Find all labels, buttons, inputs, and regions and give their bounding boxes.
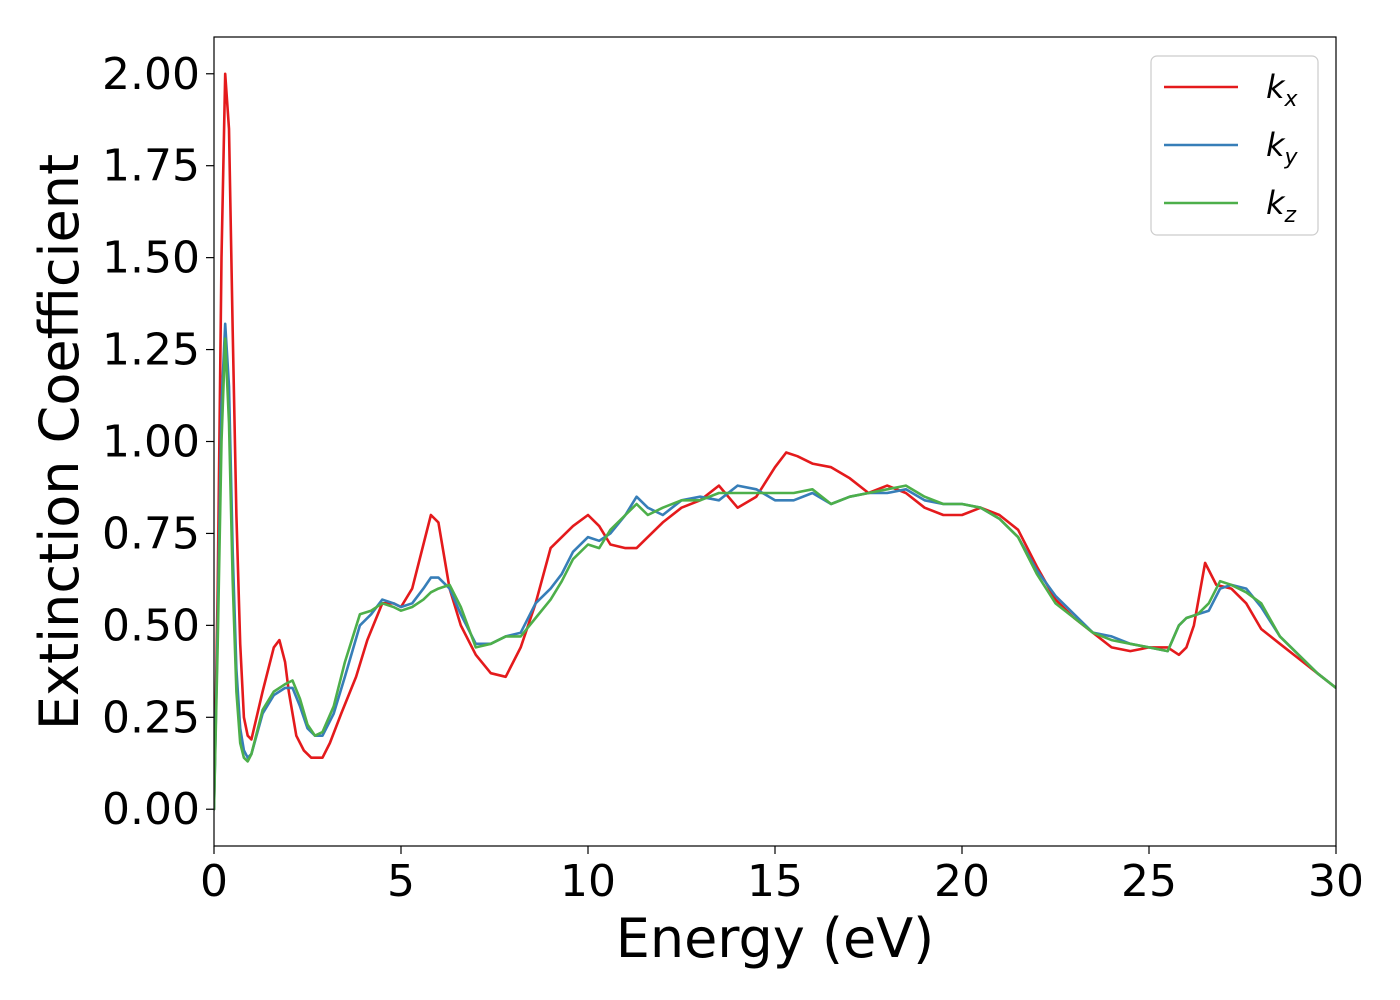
y-tick-label: 1.00: [102, 417, 200, 468]
y-tick-label: 1.75: [102, 141, 200, 192]
x-tick-label: 15: [747, 856, 803, 907]
x-tick-label: 0: [200, 856, 228, 907]
series-line-y: [214, 322, 1336, 811]
legend: kx ky kz: [1150, 55, 1319, 236]
x-axis-title: Energy (eV): [616, 907, 935, 970]
y-tick-label: 1.25: [102, 325, 200, 376]
series-line-x: [214, 72, 1336, 811]
legend-label-x: kx: [1266, 68, 1299, 112]
x-tick-label: 5: [387, 856, 415, 907]
x-tick-label: 10: [560, 856, 616, 907]
y-tick-label: 0.75: [102, 508, 200, 559]
y-tick-label: 2.00: [102, 49, 200, 100]
x-tick-label: 30: [1308, 856, 1364, 907]
y-tick-label: 0.00: [102, 784, 200, 835]
y-axis-title: Extinction Coefficient: [28, 154, 91, 730]
y-tick-label: 0.50: [102, 600, 200, 651]
x-axis-ticks: 0 5 10 15 20 25 30: [200, 846, 1364, 907]
series-line-z: [214, 337, 1336, 811]
y-tick-label: 0.25: [102, 692, 200, 743]
y-tick-label: 1.50: [102, 233, 200, 284]
x-tick-label: 25: [1121, 856, 1177, 907]
legend-label-y: ky: [1266, 126, 1299, 170]
x-tick-label: 20: [934, 856, 990, 907]
y-axis-ticks: 0.00 0.25 0.50 0.75 1.00 1.25 1.50 1.75 2.00: [102, 49, 214, 835]
legend-label-z: kz: [1266, 184, 1297, 228]
